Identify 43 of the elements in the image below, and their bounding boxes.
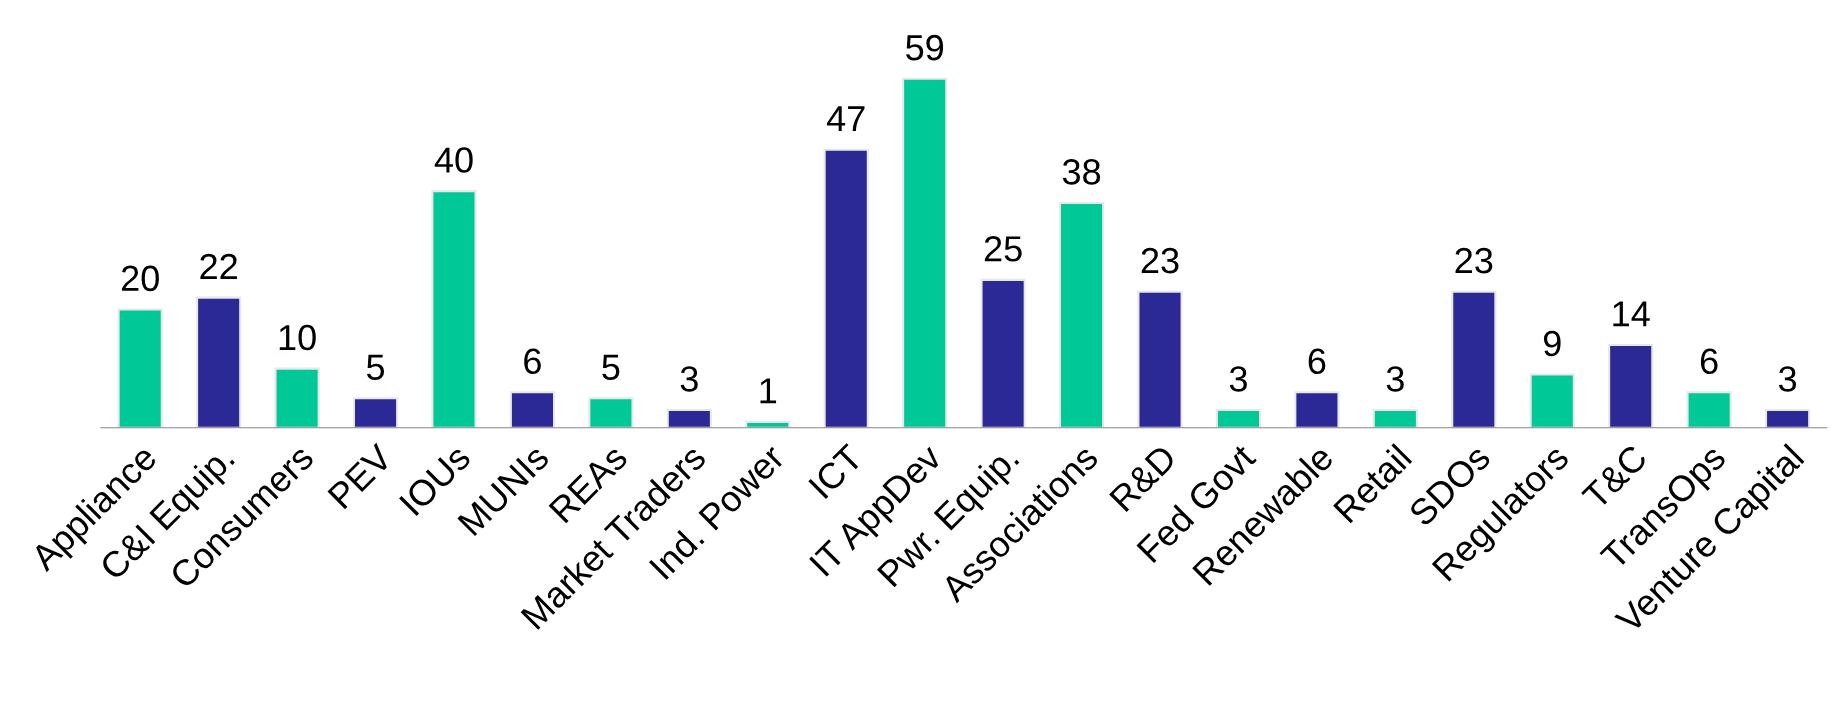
bar bbox=[196, 296, 242, 428]
bar bbox=[509, 391, 556, 428]
bar bbox=[980, 278, 1026, 428]
bar bbox=[1215, 408, 1262, 428]
data-label: 47 bbox=[826, 106, 865, 132]
data-label: 10 bbox=[279, 324, 316, 351]
data-label: 25 bbox=[984, 236, 1022, 262]
bar bbox=[1608, 343, 1654, 428]
bar bbox=[1058, 201, 1105, 428]
bar bbox=[1686, 391, 1732, 428]
bar bbox=[117, 308, 163, 428]
bar bbox=[352, 397, 399, 428]
data-label: 38 bbox=[1062, 159, 1101, 185]
data-label: 6 bbox=[1308, 348, 1326, 374]
bar bbox=[588, 397, 634, 428]
data-label: 6 bbox=[1700, 348, 1718, 374]
data-label: 22 bbox=[200, 253, 237, 279]
bar bbox=[823, 148, 869, 428]
data-label: 5 bbox=[602, 354, 620, 380]
bar bbox=[1137, 290, 1183, 428]
bar bbox=[1451, 290, 1497, 428]
bar bbox=[902, 77, 948, 428]
bar bbox=[666, 408, 712, 428]
data-label: 14 bbox=[1613, 301, 1650, 327]
bar bbox=[274, 367, 320, 428]
data-label: 1 bbox=[760, 378, 777, 404]
data-label: 6 bbox=[524, 348, 541, 374]
data-label: 3 bbox=[1229, 366, 1247, 392]
data-label: 20 bbox=[121, 265, 159, 292]
data-label: 23 bbox=[1141, 247, 1179, 274]
data-label: 5 bbox=[366, 354, 385, 380]
bar bbox=[431, 190, 477, 428]
data-label: 3 bbox=[1778, 366, 1797, 392]
bar bbox=[1294, 391, 1340, 428]
data-label: 3 bbox=[680, 366, 698, 392]
data-label: 40 bbox=[434, 147, 473, 173]
bar bbox=[1529, 373, 1575, 428]
data-label: 3 bbox=[1386, 366, 1404, 392]
data-label: 59 bbox=[906, 34, 944, 61]
data-label: 23 bbox=[1455, 247, 1493, 274]
data-label: 9 bbox=[1543, 330, 1561, 357]
bar bbox=[1764, 408, 1811, 428]
bar bbox=[1372, 408, 1418, 428]
